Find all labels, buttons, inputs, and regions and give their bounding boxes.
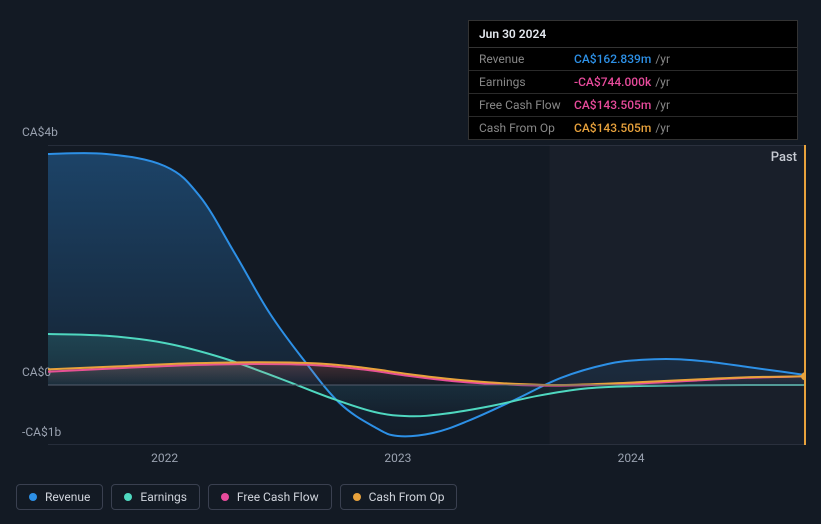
legend-item-label: Free Cash Flow bbox=[237, 490, 319, 504]
tooltip-row: RevenueCA$162.839m/yr bbox=[469, 48, 797, 71]
tooltip-row: Free Cash FlowCA$143.505m/yr bbox=[469, 94, 797, 117]
hover-tooltip: Jun 30 2024 RevenueCA$162.839m/yrEarning… bbox=[468, 20, 798, 140]
legend-item-earnings[interactable]: Earnings bbox=[111, 484, 200, 510]
x-tick: 2024 bbox=[618, 451, 645, 465]
tooltip-metric-label: Earnings bbox=[479, 75, 574, 89]
tooltip-metric-value: CA$143.505m bbox=[574, 121, 651, 135]
legend-item-label: Cash From Op bbox=[369, 490, 445, 504]
y-tick-zero: CA$0 bbox=[22, 365, 51, 379]
tooltip-metric-unit: /yr bbox=[655, 121, 670, 135]
tooltip-metric-label: Cash From Op bbox=[479, 121, 574, 135]
tooltip-metric-value: CA$162.839m bbox=[574, 52, 651, 66]
chart-canvas[interactable] bbox=[48, 145, 806, 445]
legend-dot-icon bbox=[29, 493, 37, 501]
x-tick: 2023 bbox=[384, 451, 411, 465]
legend: Revenue Earnings Free Cash Flow Cash From O… bbox=[16, 484, 457, 510]
tooltip-metric-value: -CA$744.000k bbox=[574, 75, 651, 89]
tooltip-metric-label: Revenue bbox=[479, 52, 574, 66]
tooltip-metric-value: CA$143.505m bbox=[574, 98, 651, 112]
legend-item-label: Revenue bbox=[45, 490, 90, 504]
tooltip-metric-unit: /yr bbox=[655, 98, 670, 112]
legend-item-revenue[interactable]: Revenue bbox=[16, 484, 103, 510]
tooltip-metric-unit: /yr bbox=[655, 75, 670, 89]
tooltip-metric-label: Free Cash Flow bbox=[479, 98, 574, 112]
y-tick-top: CA$4b bbox=[22, 125, 58, 139]
tooltip-row: Earnings-CA$744.000k/yr bbox=[469, 71, 797, 94]
tooltip-metric-unit: /yr bbox=[655, 52, 670, 66]
legend-item-cash-from-op[interactable]: Cash From Op bbox=[340, 484, 458, 510]
x-tick: 2022 bbox=[151, 451, 178, 465]
legend-dot-icon bbox=[353, 493, 361, 501]
legend-dot-icon bbox=[124, 493, 132, 501]
legend-item-label: Earnings bbox=[140, 490, 187, 504]
legend-dot-icon bbox=[221, 493, 229, 501]
legend-item-free-cash-flow[interactable]: Free Cash Flow bbox=[208, 484, 332, 510]
tooltip-row: Cash From OpCA$143.505m/yr bbox=[469, 117, 797, 139]
tooltip-date: Jun 30 2024 bbox=[469, 21, 797, 48]
